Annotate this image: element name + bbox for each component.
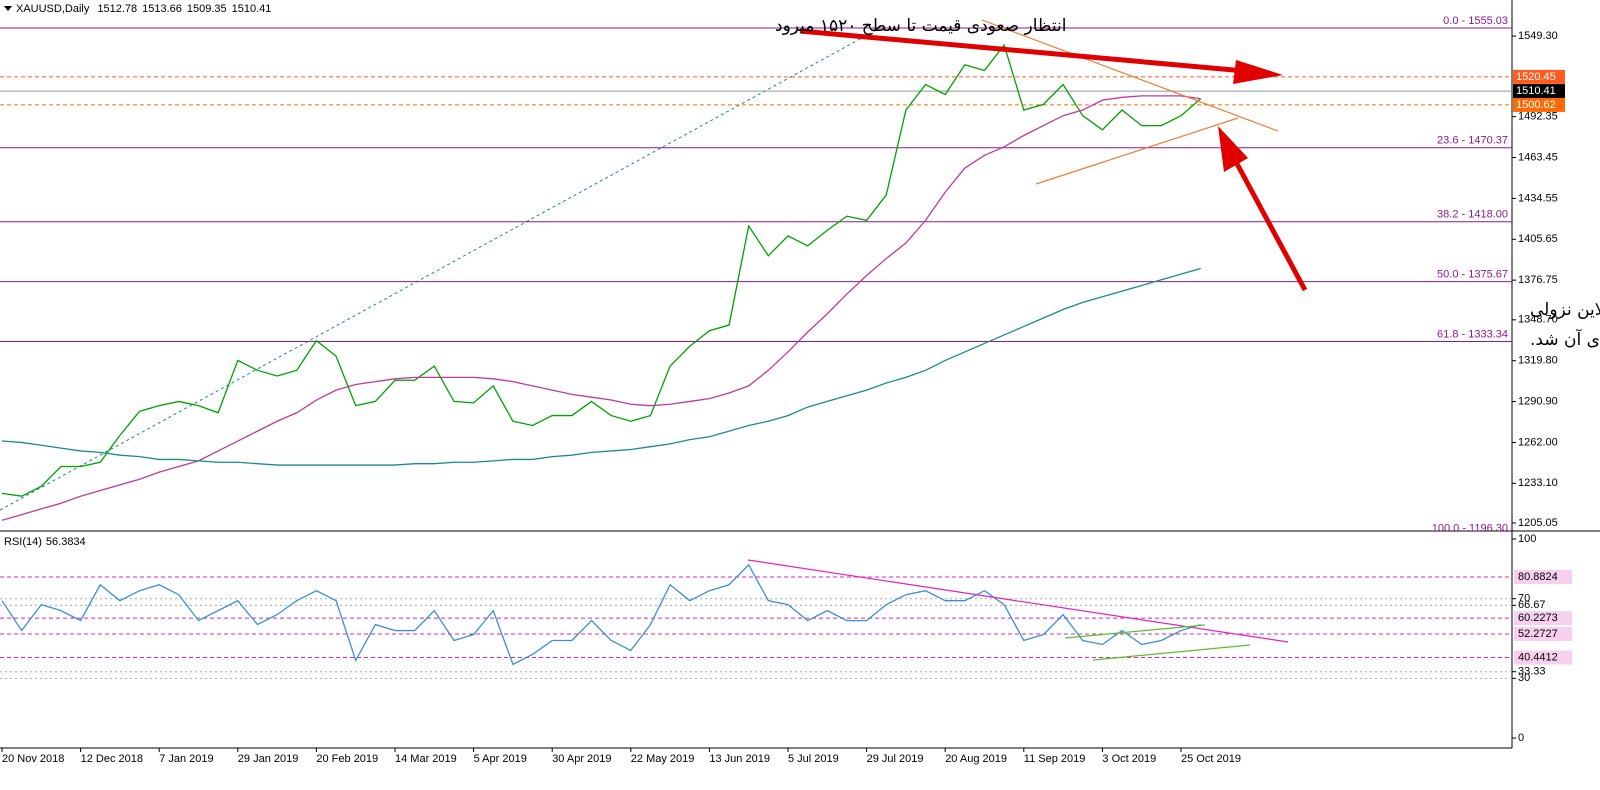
y-tick-label: 66.67 <box>1518 599 1546 611</box>
level-label: 38.2 - 1418.00 <box>1437 209 1508 221</box>
price-tag <box>1513 69 1565 84</box>
level-tag <box>1514 611 1572 626</box>
x-tick-label: 20 Nov 2018 <box>2 753 64 765</box>
y-tick-label: 30 <box>1518 672 1530 684</box>
level-tag <box>1514 626 1572 641</box>
y-tick-label: 0 <box>1518 732 1524 744</box>
y-tick-label: 60.2273 <box>1518 612 1558 624</box>
y-tick-label: 40.4412 <box>1518 651 1558 663</box>
panel-title: RSI(14) 56.3834 <box>4 536 86 548</box>
x-tick-label: 13 Jun 2019 <box>709 753 770 765</box>
annotation: انتظار صعودی قیمت تا سطح ۱۵۲۰ میرود <box>775 16 1066 36</box>
y-tick-label: 1290.90 <box>1518 395 1558 407</box>
rsi-trendline <box>1092 644 1251 661</box>
ohlc-value: 1512.78 <box>97 3 137 15</box>
level-tag <box>1514 650 1572 665</box>
y-tick-label: 33.33 <box>1518 666 1546 678</box>
ohlc-value: 1513.66 <box>142 3 182 15</box>
y-tick-label: 1492.35 <box>1518 111 1558 123</box>
price-tag <box>1513 84 1565 99</box>
rsi-trendline <box>747 559 1289 643</box>
arrow-head <box>1233 60 1283 84</box>
x-tick-label: 29 Jan 2019 <box>238 753 299 765</box>
y-tick-label: 1376.75 <box>1518 274 1558 286</box>
x-tick-label: 12 Dec 2018 <box>81 753 143 765</box>
y-tick-label: 100 <box>1518 533 1536 545</box>
x-tick-label: 5 Jul 2019 <box>788 753 839 765</box>
annotation: قیمت روز گذشته موفق به شکست ترندلاین نزو… <box>1530 299 1600 320</box>
y-tick-label: 1463.45 <box>1518 151 1558 163</box>
level-tag <box>1514 570 1572 585</box>
y-tick-label: 1434.55 <box>1518 192 1558 204</box>
price-tag-label: 1510.41 <box>1516 85 1556 97</box>
plot: 0.0 - 1555.03 23.6 - 1470.37 38.2 - 1418.0… <box>0 15 1512 679</box>
panel: 0.0 - 1555.03 23.6 - 1470.37 38.2 - 1418.0… <box>0 15 1512 534</box>
y-tick-label: 1405.65 <box>1518 233 1558 245</box>
menu-icon <box>4 6 12 11</box>
x-tick-label: 29 Jul 2019 <box>867 753 924 765</box>
y-tick-label: 1549.30 <box>1518 30 1558 42</box>
series-line <box>1 95 1201 521</box>
x-tick-label: 30 Apr 2019 <box>552 753 611 765</box>
level-label: 100.0 - 1196.30 <box>1432 522 1508 534</box>
series-line <box>1 267 1201 466</box>
level-label: 50.0 - 1375.67 <box>1437 269 1508 281</box>
arrow-head <box>1218 126 1248 172</box>
series-line <box>1 563 1201 666</box>
y-tick-label: 1262.00 <box>1518 436 1558 448</box>
x-tick-label: 7 Jan 2019 <box>159 753 213 765</box>
price-tag-label: 1520.45 <box>1516 71 1556 83</box>
y-tick-label: 1319.80 <box>1518 355 1558 367</box>
title: XAUUSD,Daily <box>16 3 90 15</box>
x-tick-label: 3 Oct 2019 <box>1102 753 1156 765</box>
y-tick-label: 80.8824 <box>1518 571 1558 583</box>
level-label: 0.0 - 1555.03 <box>1443 15 1508 27</box>
annotation: و قرار گرفتن بالای آن شد. <box>1530 328 1600 350</box>
panel-title: XAUUSD,Daily 1512.78 1513.66 1509.35 1510.41 <box>16 3 271 15</box>
fib-line <box>0 27 881 511</box>
rsi-value: 56.3834 <box>46 536 86 548</box>
x-tick-label: 22 May 2019 <box>631 753 695 765</box>
x-tick-label: 20 Feb 2019 <box>316 753 378 765</box>
title: RSI(14) <box>4 536 42 548</box>
y-tick-label: 70 <box>1518 593 1530 605</box>
rsi-trendline <box>1064 624 1206 639</box>
x-tick-label: 5 Apr 2019 <box>474 753 527 765</box>
x-tick-label: 14 Mar 2019 <box>395 753 457 765</box>
x-tick-label: 25 Oct 2019 <box>1181 753 1241 765</box>
price-tag-label: 1500.62 <box>1516 99 1556 111</box>
trendline <box>1035 117 1239 185</box>
ohlc-value: 1509.35 <box>187 3 227 15</box>
trendline <box>981 19 1279 132</box>
ohlc-value: 1510.41 <box>232 3 272 15</box>
level-label: 23.6 - 1470.37 <box>1437 135 1508 147</box>
y-tick-label: 1205.05 <box>1518 517 1558 529</box>
arrow <box>799 28 1246 74</box>
y-tick-label: 1348.70 <box>1518 314 1558 326</box>
x-tick-label: 11 Sep 2019 <box>1024 753 1086 765</box>
y-tick-label: 52.2727 <box>1518 628 1558 640</box>
arrow <box>1232 158 1308 292</box>
level-label: 61.8 - 1333.34 <box>1437 328 1508 340</box>
x-tick-label: 20 Aug 2019 <box>945 753 1007 765</box>
panel <box>0 576 1512 679</box>
y-tick-label: 1233.10 <box>1518 477 1558 489</box>
price-tag <box>1513 97 1565 112</box>
